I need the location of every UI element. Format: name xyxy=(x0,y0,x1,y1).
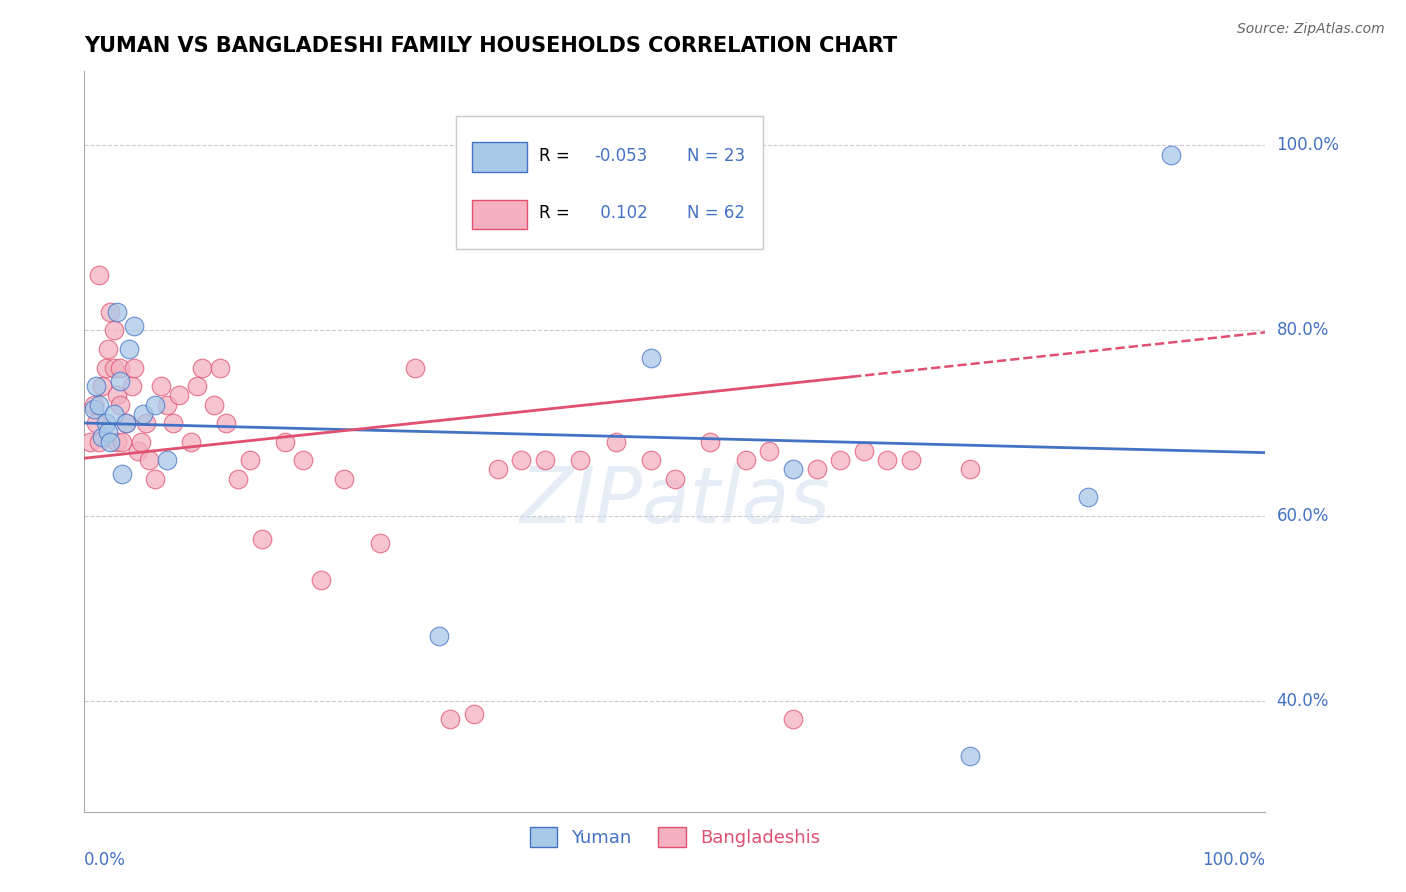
Point xyxy=(121,379,143,393)
Point xyxy=(122,318,145,333)
Text: 40.0%: 40.0% xyxy=(1277,691,1329,710)
Point xyxy=(103,360,125,375)
Point xyxy=(463,706,485,721)
Point xyxy=(143,472,166,486)
Point xyxy=(782,462,804,476)
Point xyxy=(959,749,981,764)
Point xyxy=(250,532,273,546)
Point xyxy=(84,379,107,393)
Point xyxy=(569,453,592,467)
Point xyxy=(156,398,179,412)
Point xyxy=(439,712,461,726)
Point xyxy=(79,434,101,449)
Point xyxy=(510,453,533,467)
Point xyxy=(107,305,129,319)
Point xyxy=(640,351,662,366)
Point xyxy=(368,536,391,550)
Point xyxy=(103,323,125,337)
Text: 80.0%: 80.0% xyxy=(1277,321,1329,340)
Text: Source: ZipAtlas.com: Source: ZipAtlas.com xyxy=(1237,22,1385,37)
Point xyxy=(186,379,208,393)
Point xyxy=(138,453,160,467)
Point xyxy=(83,402,105,417)
Point xyxy=(87,434,110,449)
Point xyxy=(84,416,107,430)
Point xyxy=(135,416,157,430)
Point xyxy=(758,443,780,458)
Point xyxy=(239,453,262,467)
Point xyxy=(162,416,184,430)
Point xyxy=(132,407,155,421)
Point xyxy=(129,434,152,449)
Legend: Yuman, Bangladeshis: Yuman, Bangladeshis xyxy=(523,820,827,855)
Point xyxy=(98,434,121,449)
Point xyxy=(534,453,557,467)
Point xyxy=(1160,147,1182,161)
Point xyxy=(91,379,114,393)
Point xyxy=(127,443,149,458)
Point xyxy=(309,574,332,588)
Point xyxy=(107,388,129,402)
Text: 0.0%: 0.0% xyxy=(84,851,127,869)
Point xyxy=(114,416,136,430)
Point xyxy=(108,360,131,375)
Point xyxy=(108,398,131,412)
Point xyxy=(333,472,356,486)
Text: 60.0%: 60.0% xyxy=(1277,507,1329,524)
Point xyxy=(114,416,136,430)
Point xyxy=(274,434,297,449)
Point xyxy=(180,434,202,449)
Point xyxy=(202,398,225,412)
Text: 100.0%: 100.0% xyxy=(1202,851,1265,869)
Point xyxy=(83,398,105,412)
Point xyxy=(98,305,121,319)
Point xyxy=(111,467,134,481)
Point xyxy=(830,453,852,467)
Text: ZIPatlas: ZIPatlas xyxy=(519,463,831,539)
Point xyxy=(664,472,686,486)
Point xyxy=(699,434,721,449)
Point xyxy=(734,453,756,467)
Point xyxy=(291,453,314,467)
Point xyxy=(215,416,238,430)
Point xyxy=(143,398,166,412)
Point xyxy=(97,342,120,356)
Point xyxy=(404,360,426,375)
Point xyxy=(959,462,981,476)
Point xyxy=(209,360,232,375)
Point xyxy=(111,434,134,449)
Point xyxy=(94,360,117,375)
Point xyxy=(103,407,125,421)
Point xyxy=(486,462,509,476)
Point xyxy=(1077,490,1099,504)
Point xyxy=(94,416,117,430)
Point xyxy=(167,388,190,402)
Point xyxy=(427,629,450,643)
Point xyxy=(150,379,173,393)
Point xyxy=(900,453,922,467)
Point xyxy=(91,430,114,444)
Point xyxy=(108,375,131,389)
Point xyxy=(87,268,110,282)
Text: 100.0%: 100.0% xyxy=(1277,136,1340,154)
Point xyxy=(87,398,110,412)
Point xyxy=(876,453,898,467)
Point xyxy=(156,453,179,467)
Point xyxy=(97,425,120,440)
Point xyxy=(852,443,875,458)
Point xyxy=(107,434,129,449)
Point xyxy=(118,342,141,356)
Point xyxy=(782,712,804,726)
Point xyxy=(806,462,828,476)
Point xyxy=(122,360,145,375)
Point xyxy=(605,434,627,449)
Point xyxy=(191,360,214,375)
Text: YUMAN VS BANGLADESHI FAMILY HOUSEHOLDS CORRELATION CHART: YUMAN VS BANGLADESHI FAMILY HOUSEHOLDS C… xyxy=(84,36,897,56)
Point xyxy=(226,472,249,486)
Point xyxy=(640,453,662,467)
